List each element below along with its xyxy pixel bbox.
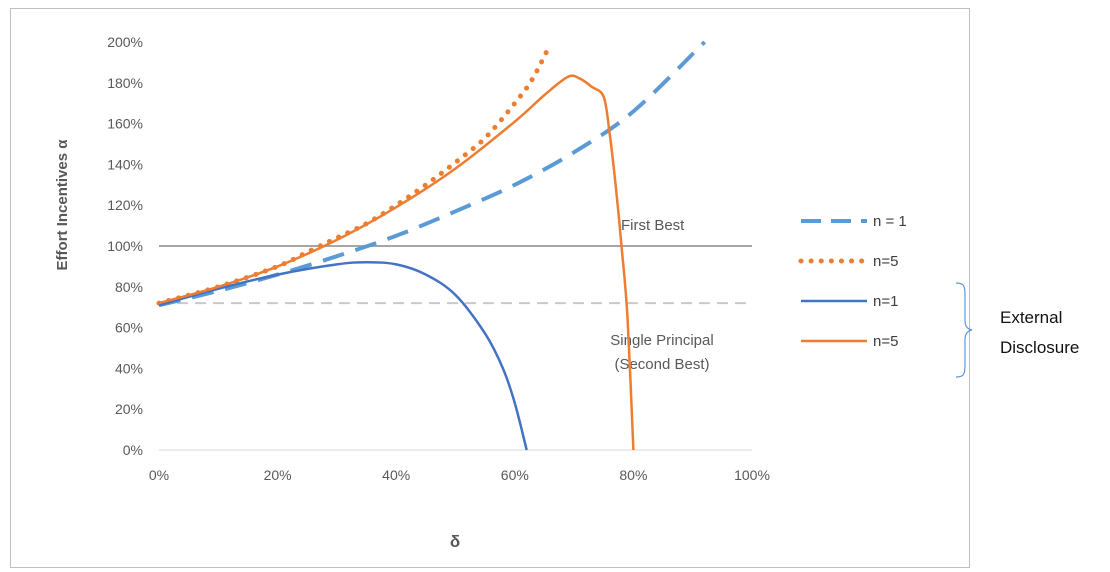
- y-tick-label: 40%: [115, 360, 143, 376]
- y-tick-label: 160%: [107, 116, 143, 132]
- single-principal-label: (Second Best): [614, 356, 709, 373]
- first-best-label: First Best: [621, 217, 685, 234]
- axes: 0% 20% 40% 60% 80% 100% 120% 140% 160% 180% 200% 0%…: [107, 34, 770, 483]
- y-tick-label: 180%: [107, 75, 143, 91]
- y-tick-label: 20%: [115, 401, 143, 417]
- y-tick-label: 0%: [123, 442, 143, 458]
- y-axis-title: Effort Incentives α: [54, 139, 71, 271]
- x-tick-label: 20%: [264, 467, 292, 483]
- x-axis-title: δ: [450, 532, 460, 551]
- y-tick-label: 100%: [107, 238, 143, 254]
- series-group: [156, 40, 706, 451]
- legend-label-4: n=5: [873, 333, 898, 350]
- x-tick-label: 80%: [619, 467, 647, 483]
- series-line-2: [156, 41, 553, 306]
- external-disclosure-line-1: External: [1000, 308, 1063, 327]
- brace: [955, 282, 973, 378]
- reference-lines: First Best Single Principal (Second Best): [159, 217, 752, 373]
- series-line-1: [158, 40, 706, 308]
- x-tick-label: 100%: [734, 467, 770, 483]
- y-tick-label: 140%: [107, 156, 143, 172]
- x-tick-label: 40%: [382, 467, 410, 483]
- legend-label-3: n=1: [873, 293, 898, 310]
- external-disclosure-line-2: Disclosure: [1000, 338, 1080, 357]
- x-tick-label: 60%: [501, 467, 529, 483]
- y-tick-label: 200%: [107, 34, 143, 50]
- legend-label-1: n = 1: [873, 213, 907, 230]
- y-tick-label: 80%: [115, 279, 143, 295]
- single-principal-label: Single Principal: [610, 332, 713, 349]
- y-tick-label: 60%: [115, 320, 143, 336]
- x-tick-label: 0%: [149, 467, 169, 483]
- legend: n = 1 n=5 n=1 n=5: [798, 213, 907, 350]
- y-tick-label: 120%: [107, 197, 143, 213]
- legend-label-2: n=5: [873, 253, 898, 270]
- external-disclosure-label: External Disclosure: [1000, 303, 1079, 363]
- chart: 0% 20% 40% 60% 80% 100% 120% 140% 160% 180% 200% 0%…: [54, 34, 907, 551]
- chart-frame: 0% 20% 40% 60% 80% 100% 120% 140% 160% 180% 200% 0%…: [10, 8, 970, 568]
- series-line-3: [158, 261, 528, 451]
- series-line-4: [158, 74, 635, 451]
